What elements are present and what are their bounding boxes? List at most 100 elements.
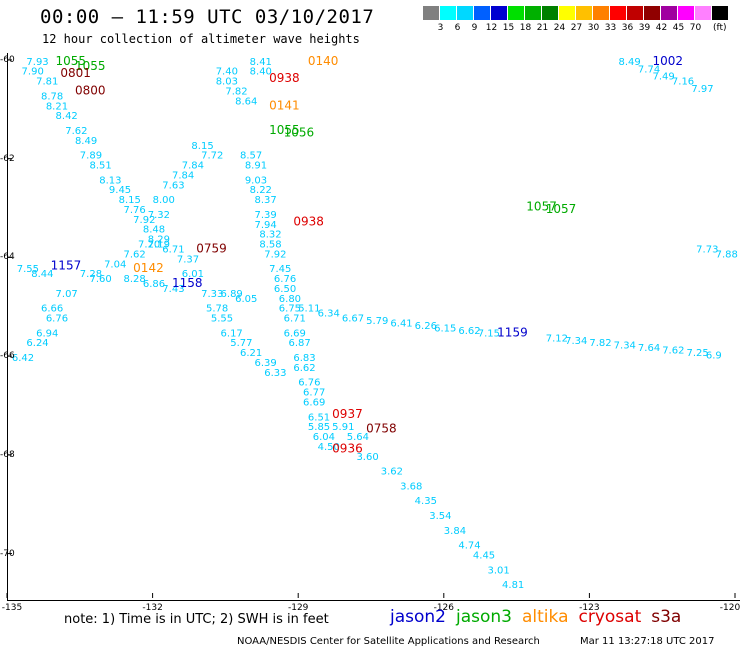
swh-value: 5.85 — [308, 422, 330, 433]
swh-value: 6.86 — [143, 279, 165, 290]
lon-label: -135 — [1, 603, 23, 613]
swh-value: 7.74 — [638, 64, 660, 75]
swh-value: 7.07 — [56, 289, 78, 300]
swh-value: 8.21 — [46, 101, 68, 112]
swh-value: 6.89 — [221, 289, 243, 300]
swh-value: 8.49 — [75, 136, 97, 147]
lat-label: -66 — [0, 351, 15, 362]
pass-time-label: 0141 — [269, 98, 300, 112]
swh-value: 8.64 — [235, 96, 257, 107]
swh-value: 6.17 — [221, 328, 243, 339]
swh-value: 7.28 — [80, 269, 102, 280]
swh-value: 7.34 — [614, 341, 636, 352]
swh-value: 6.87 — [288, 338, 310, 349]
swh-value: 7.84 — [182, 161, 204, 172]
swh-value: 5.11 — [298, 304, 320, 315]
swh-value: 7.84 — [172, 170, 194, 181]
swh-value: 7.49 — [652, 72, 674, 83]
swh-value: 3.60 — [356, 452, 378, 463]
pass-time-label: 0937 — [332, 407, 363, 421]
colorbar-tick: 6 — [454, 23, 461, 33]
swh-value: 8.78 — [41, 91, 63, 102]
colorbar-tick: 9 — [471, 23, 478, 33]
swh-value: 7.73 — [696, 244, 718, 255]
colorbar-swatch — [491, 6, 508, 20]
swh-value: 7.40 — [216, 67, 238, 78]
satellite-legend: jason2 jason3 altika cryosat s3a — [390, 607, 691, 627]
footer-note: note: 1) Time is in UTC; 2) SWH is in fe… — [64, 612, 329, 627]
lon-label: -129 — [287, 603, 309, 613]
swh-value: 7.93 — [26, 57, 48, 68]
colorbar-swatch — [661, 6, 678, 20]
colorbar-swatch — [474, 6, 491, 20]
pass-time-label: 1158 — [172, 276, 203, 290]
swh-value: 6.80 — [279, 294, 301, 305]
pass-time-label: 0758 — [366, 422, 397, 436]
swh-value: 6.01 — [182, 269, 204, 280]
colorbar-swatch — [440, 6, 457, 20]
swh-value: 6.42 — [12, 353, 34, 364]
colorbar-swatch — [559, 6, 576, 20]
swh-value: 7.94 — [255, 220, 277, 231]
colorbar-tick: 33 — [604, 23, 617, 33]
colorbar-swatch — [542, 6, 559, 20]
lat-label: -70 — [0, 548, 15, 559]
swh-value: 7.89 — [80, 151, 102, 162]
swh-value: 7.20 — [138, 240, 160, 251]
swh-value: 4.50 — [318, 442, 340, 453]
swh-value: 8.40 — [250, 67, 272, 78]
swh-value: 7.43 — [162, 284, 184, 295]
colorbar-swatch — [576, 6, 593, 20]
swh-value: 6.21 — [240, 348, 262, 359]
colorbar-tick: 24 — [553, 23, 566, 33]
legend-item-jason2: jason2 — [390, 607, 446, 627]
swh-value: 3.68 — [400, 481, 422, 492]
lat-label: -60 — [0, 54, 15, 65]
swh-value: 7.45 — [269, 264, 291, 275]
swh-value: 8.44 — [31, 269, 53, 280]
swh-value: 8.57 — [240, 151, 262, 162]
swh-value: 7.63 — [162, 180, 184, 191]
lon-label: -120 — [719, 603, 740, 613]
swh-value: 5.55 — [211, 314, 233, 325]
pass-time-label: 1055 — [75, 59, 106, 73]
swh-value: 8.13 — [99, 175, 121, 186]
swh-value: 5.91 — [332, 422, 354, 433]
swh-value: 7.33 — [201, 289, 223, 300]
pass-time-label: 1055 — [56, 54, 87, 68]
lat-label: -64 — [0, 252, 15, 263]
swh-value: 7.15 — [478, 328, 500, 339]
swh-value: 8.28 — [123, 274, 145, 285]
swh-value: 7.90 — [22, 67, 44, 78]
swh-value: 9.03 — [245, 175, 267, 186]
pass-time-label: 1055 — [269, 123, 300, 137]
swh-value: 4.45 — [473, 551, 495, 562]
colorbar-tick: 18 — [519, 23, 532, 33]
swh-value: 6.71 — [162, 244, 184, 255]
pass-time-label: 1056 — [284, 125, 315, 139]
swh-value: 7.55 — [17, 264, 39, 275]
swh-value: 7.72 — [201, 151, 223, 162]
swh-value: 6.69 — [303, 397, 325, 408]
swh-value: 6.50 — [274, 284, 296, 295]
colorbar-swatch — [644, 6, 661, 20]
pass-time-label: 0938 — [269, 71, 300, 85]
swh-value: 6.66 — [41, 304, 63, 315]
swh-value: 3.84 — [444, 526, 466, 537]
swh-value: 8.41 — [250, 57, 272, 68]
swh-value: 7.82 — [225, 86, 247, 97]
colorbar-tick: 70 — [689, 23, 702, 33]
swh-value: 6.9 — [706, 351, 722, 362]
colorbar-swatch — [508, 6, 525, 20]
swh-value: 6.04 — [313, 432, 335, 443]
swh-value: 6.39 — [255, 358, 277, 369]
swh-value: 7.12 — [546, 333, 568, 344]
colorbar-swatch — [695, 6, 712, 20]
colorbar-tick: 45 — [672, 23, 685, 33]
pass-time-label: 0800 — [75, 83, 106, 97]
lat-label: -62 — [0, 153, 15, 164]
swh-value: 7.39 — [255, 210, 277, 221]
colorbar-tick: 15 — [502, 23, 515, 33]
swh-value: 5.77 — [230, 338, 252, 349]
swh-value: 6.77 — [303, 388, 325, 399]
